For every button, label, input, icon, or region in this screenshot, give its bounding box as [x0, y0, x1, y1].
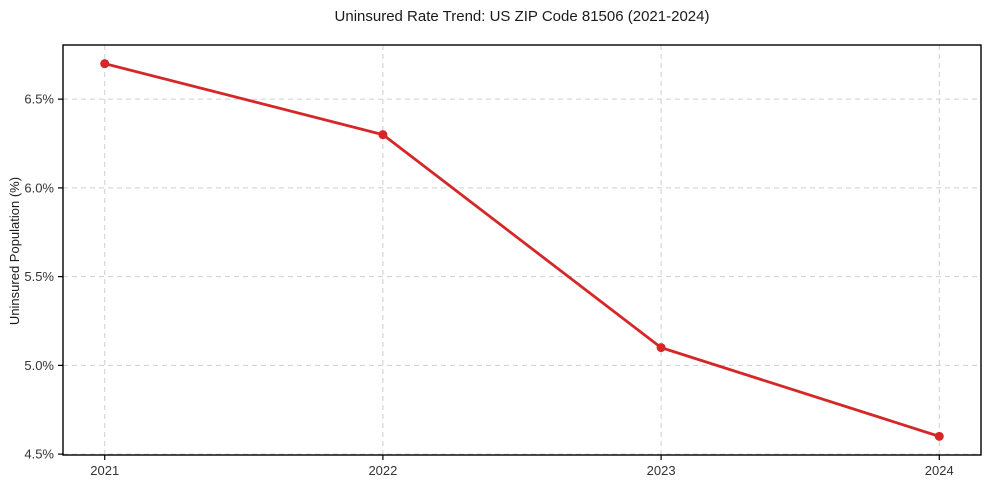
data-point-marker: [934, 431, 944, 441]
axes-frame: [62, 44, 982, 456]
x-axis-tick-label: 2023: [647, 463, 676, 478]
y-axis-tick-label: 4.5%: [24, 447, 54, 462]
x-axis-tick-label: 2022: [368, 463, 397, 478]
y-axis-tick-label: 6.0%: [24, 180, 54, 195]
data-point-marker: [378, 130, 388, 140]
y-axis-tick-label: 5.5%: [24, 269, 54, 284]
y-axis-label-text: Uninsured Population (%): [7, 176, 22, 326]
data-point-marker: [100, 59, 110, 69]
x-axis-tick-label: 2021: [90, 463, 119, 478]
trend-line: [103, 62, 941, 438]
data-point-marker: [656, 343, 666, 353]
chart-title: Uninsured Rate Trend: US ZIP Code 81506 …: [334, 8, 710, 25]
y-axis-tick-label: 5.0%: [24, 358, 54, 373]
x-axis-tick-label: 2024: [925, 463, 954, 478]
y-axis-tick-label: 6.5%: [24, 92, 54, 107]
